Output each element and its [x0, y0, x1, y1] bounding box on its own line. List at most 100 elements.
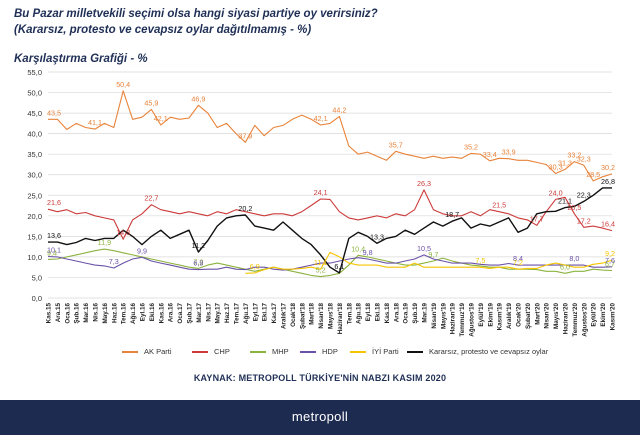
data-label: 13,3	[370, 232, 384, 241]
data-label: 6,9	[193, 259, 203, 268]
data-label: 10,4	[351, 244, 365, 253]
y-tick-label: 20,0	[27, 212, 42, 221]
data-label: 42,1	[154, 114, 168, 123]
x-tick-label: Nisan'19	[431, 303, 438, 329]
data-label: 6,1	[334, 262, 344, 271]
x-tick-label: Ocak'18	[290, 303, 297, 327]
data-label: 21,5	[492, 201, 506, 210]
legend-label: AK Parti	[144, 347, 172, 356]
legend-item: CHP	[192, 347, 230, 356]
legend-swatch	[192, 350, 208, 353]
x-tick-label: Nisan'20	[544, 303, 551, 329]
x-tick-label: Eki.16	[149, 303, 156, 322]
x-tick-label: Aralık'19	[506, 303, 513, 330]
series-line	[47, 254, 613, 271]
legend-swatch	[300, 350, 316, 353]
data-label: 32,3	[577, 154, 591, 163]
y-tick-label: 25,0	[27, 191, 42, 200]
y-tick-label: 50,0	[27, 89, 42, 98]
line-chart: 0,0 5,0 10,0 15,0 20,0 25,0 30,0 35,0 40,0 45,0 50…	[27, 68, 616, 337]
x-tick-label: Ağustos'19	[469, 303, 476, 337]
x-tick-label: Kasım'19	[497, 303, 504, 331]
chart-title-line1: Bu Pazar milletvekili seçimi olsa hangi …	[14, 8, 378, 20]
x-tick-label: Oca.19	[403, 303, 410, 324]
x-tick-label: Kas.15	[46, 303, 53, 324]
x-tick-label: Mayıs'18	[328, 303, 335, 330]
data-label: 30,2	[601, 163, 615, 172]
data-label: 7,2	[193, 257, 203, 266]
x-tick-label: Eki.17	[262, 303, 269, 322]
x-tick-label: Haziran'19	[450, 303, 457, 335]
data-label: 9,9	[137, 246, 147, 255]
data-label: 5,2	[316, 266, 326, 275]
x-tick-label: Ekim'20	[600, 303, 607, 327]
data-label: 44,2	[332, 105, 346, 114]
x-tick-label: Mayıs'19	[440, 303, 447, 330]
data-label: 37,9	[238, 131, 252, 140]
data-label: 31,3	[558, 158, 572, 167]
chart-legend: AK Parti CHP MHP HDP İYİ Parti Kararsız, prot…	[122, 347, 562, 361]
data-label: 20,2	[238, 204, 252, 213]
data-label: 7,5	[475, 256, 485, 265]
legend-item: AK Parti	[122, 347, 172, 356]
x-tick-label: Eylül'20	[591, 303, 598, 327]
x-tick-label: Şub.19	[412, 303, 419, 324]
y-tick-label: 5,0	[32, 273, 42, 282]
data-label: 42,1	[314, 114, 328, 123]
y-tick-label: 55,0	[27, 68, 42, 77]
legend-label: İYİ Parti	[372, 347, 399, 356]
series-line	[48, 90, 613, 182]
data-label: 7,2	[513, 258, 523, 267]
legend-item: Kararsız, protesto ve cevapsız oylar	[407, 347, 548, 356]
data-label: 11,2	[192, 241, 205, 250]
y-tick-label: 0,0	[32, 294, 42, 303]
legend-swatch	[122, 350, 138, 353]
data-label: 24,1	[314, 188, 328, 197]
legend-swatch	[250, 350, 266, 353]
x-tick-label: Temmuz'20	[572, 303, 579, 337]
data-label: 43,5	[47, 108, 61, 117]
x-tick-label: Mar.17	[196, 303, 203, 323]
data-label: 33,2	[567, 151, 581, 160]
legend-swatch	[350, 350, 366, 353]
data-label: 8,4	[513, 254, 523, 263]
legend-swatch	[407, 350, 423, 353]
data-label: 46,9	[191, 94, 205, 103]
data-label: 11,9	[98, 238, 111, 247]
x-tick-label: Eki.18	[375, 303, 382, 322]
data-label: 13,6	[47, 231, 61, 240]
x-tick-label: Eyl.18	[365, 303, 372, 322]
legend-label: MHP	[272, 347, 289, 356]
x-tick-label: Eyl.16	[140, 303, 147, 322]
data-label: 9,8	[363, 248, 373, 257]
chart-subtitle: Karşılaştırma Grafiği - %	[14, 53, 148, 65]
data-label: 24,0	[549, 188, 563, 197]
x-tick-label: Eyl.17	[252, 303, 259, 322]
legend-label: Kararsız, protesto ve cevapsız oylar	[429, 347, 549, 356]
data-label: 10,5	[417, 244, 431, 253]
x-tick-label: Şub.17	[187, 303, 194, 324]
data-label: 6,7	[605, 259, 615, 268]
data-label: 26,3	[417, 179, 431, 188]
data-label: 7,3	[109, 257, 119, 266]
data-label: 22,7	[144, 194, 158, 203]
data-label: 41,1	[88, 118, 102, 127]
x-tick-label: Haziran'18	[337, 303, 344, 335]
x-tick-label: Mart'18	[309, 303, 316, 325]
x-tick-label: Şubat'20	[525, 303, 532, 329]
data-label: 35,2	[464, 142, 478, 151]
x-tick-label: Mar.19	[422, 303, 429, 323]
legend-item: HDP	[300, 347, 338, 356]
x-tick-label: Tem.18	[346, 303, 353, 325]
data-label: 45,9	[144, 98, 158, 107]
y-tick-label: 10,0	[27, 253, 42, 262]
y-tick-label: 30,0	[27, 171, 42, 180]
data-label: 35,7	[389, 140, 403, 149]
data-label: 10,1	[47, 245, 61, 254]
data-label: 9,2	[605, 249, 615, 258]
x-tick-label: Haziran'20	[563, 303, 570, 335]
data-label: 30,3	[549, 162, 563, 171]
data-label: 50,4	[116, 80, 130, 89]
data-label: 16,4	[601, 220, 615, 229]
x-tick-label: Mayıs'20	[553, 303, 560, 330]
